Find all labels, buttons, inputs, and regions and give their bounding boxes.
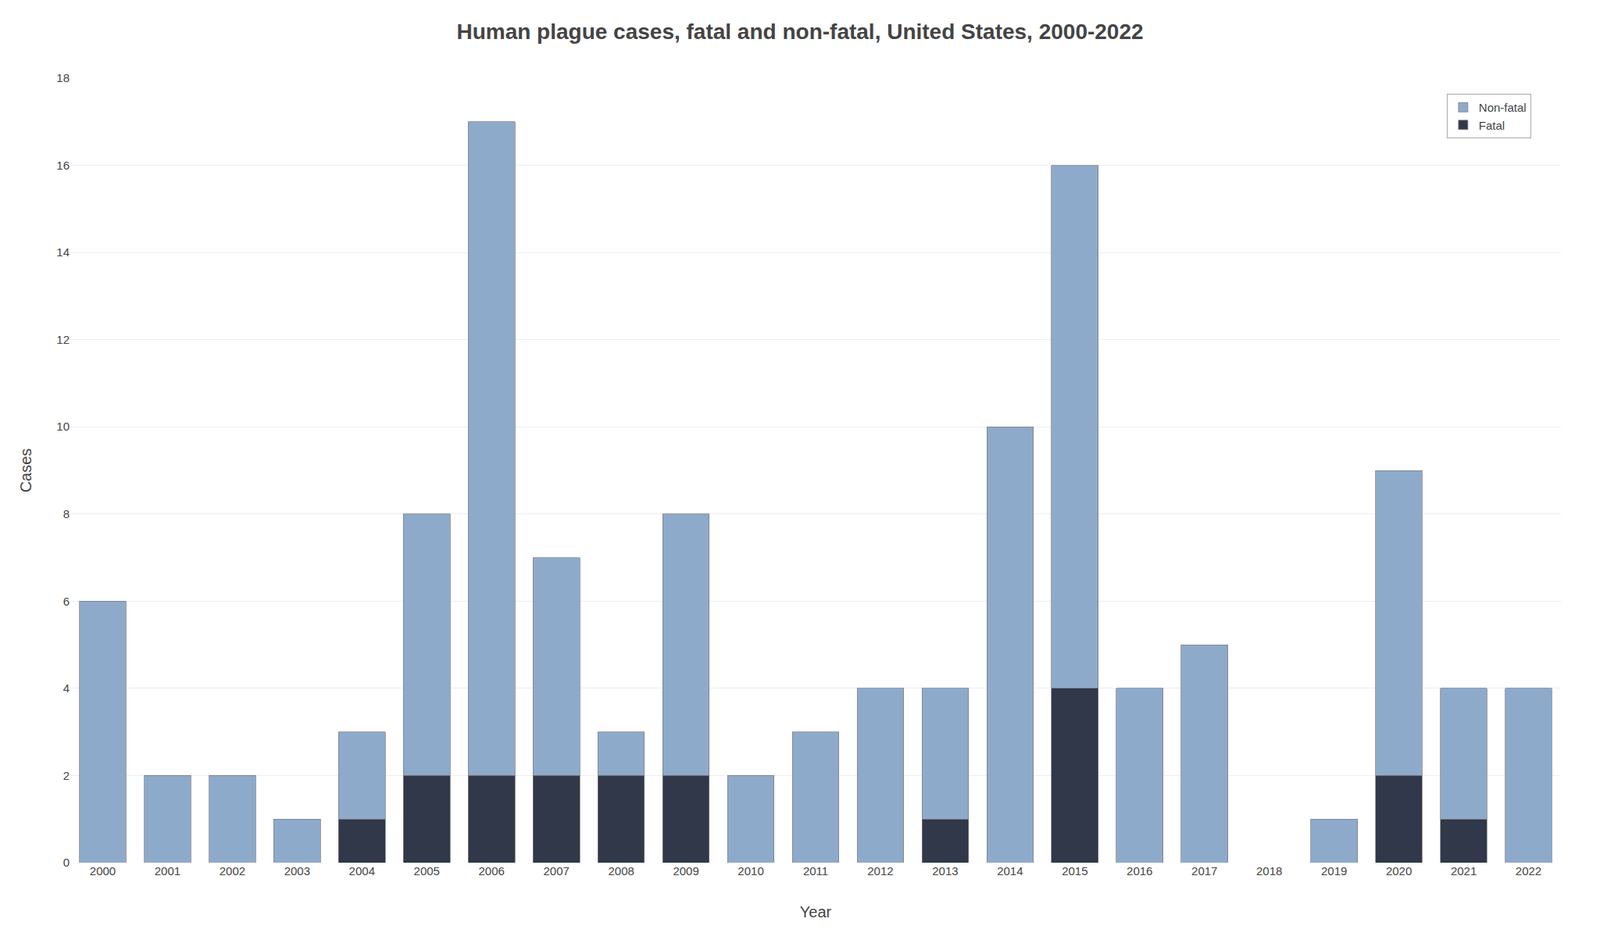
svg-text:2002: 2002	[219, 864, 246, 878]
svg-text:2000: 2000	[89, 864, 116, 878]
svg-text:4: 4	[63, 681, 70, 695]
svg-text:2022: 2022	[1515, 864, 1542, 878]
svg-text:2015: 2015	[1061, 864, 1088, 878]
svg-text:2017: 2017	[1191, 864, 1218, 878]
svg-text:0: 0	[63, 855, 70, 869]
svg-text:Human plague cases, fatal and: Human plague cases, fatal and non-fatal,…	[456, 19, 1143, 44]
svg-text:2011: 2011	[803, 864, 829, 878]
svg-text:2: 2	[63, 768, 70, 783]
svg-text:Year: Year	[800, 903, 833, 921]
svg-text:2008: 2008	[607, 864, 634, 878]
svg-text:2005: 2005	[414, 864, 440, 878]
svg-text:2001: 2001	[154, 864, 181, 878]
svg-text:16: 16	[56, 158, 70, 172]
svg-text:2009: 2009	[672, 864, 699, 878]
svg-text:2019: 2019	[1321, 864, 1347, 878]
svg-text:2012: 2012	[867, 864, 893, 878]
svg-text:2003: 2003	[284, 864, 311, 878]
svg-text:2014: 2014	[996, 864, 1023, 878]
svg-text:2013: 2013	[932, 864, 958, 878]
svg-text:2004: 2004	[349, 864, 375, 878]
svg-text:Fatal: Fatal	[1478, 118, 1505, 133]
svg-text:Cases: Cases	[17, 448, 35, 493]
svg-text:2018: 2018	[1256, 864, 1283, 878]
svg-text:18: 18	[56, 71, 70, 85]
svg-text:14: 14	[56, 245, 70, 259]
svg-text:12: 12	[56, 332, 70, 347]
svg-text:2021: 2021	[1450, 864, 1477, 878]
svg-text:2007: 2007	[542, 864, 569, 878]
svg-text:2016: 2016	[1126, 864, 1153, 878]
svg-text:8: 8	[63, 507, 70, 521]
svg-text:6: 6	[63, 594, 70, 608]
svg-text:2020: 2020	[1385, 864, 1412, 878]
svg-text:10: 10	[56, 419, 70, 433]
svg-text:2006: 2006	[478, 864, 505, 878]
svg-text:Non-fatal: Non-fatal	[1478, 100, 1527, 115]
svg-text:2010: 2010	[737, 864, 764, 878]
